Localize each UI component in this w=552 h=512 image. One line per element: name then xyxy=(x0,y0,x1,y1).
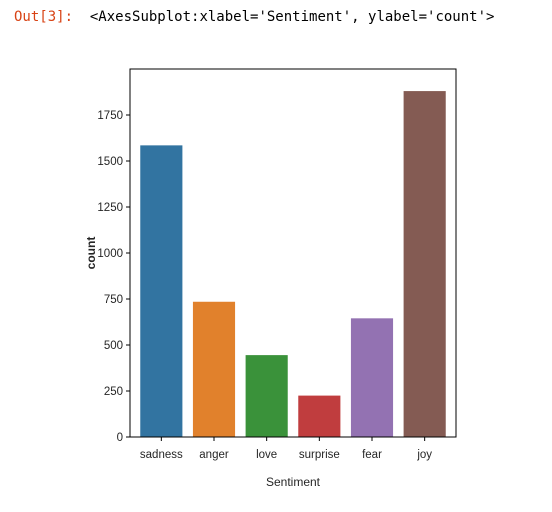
bar-surprise xyxy=(298,395,341,437)
y-tick-label: 0 xyxy=(117,432,123,444)
bar-sadness xyxy=(140,145,183,438)
y-axis-label: count xyxy=(84,237,98,270)
y-tick-label: 500 xyxy=(104,340,123,352)
bars-group xyxy=(140,91,446,438)
output-cell-line: Out[3]: <AxesSubplot:xlabel='Sentiment',… xyxy=(14,9,494,25)
plot-background xyxy=(130,69,456,437)
x-axis-label: Sentiment xyxy=(266,475,321,489)
y-ticks-group: 0 250 500 750 1000 1250 1500 1750 xyxy=(97,110,130,444)
x-tick-label: anger xyxy=(199,449,229,461)
output-repr: <AxesSubplot:xlabel='Sentiment', ylabel=… xyxy=(89,9,495,25)
bar-fear xyxy=(350,318,394,437)
bar-love xyxy=(245,355,288,437)
x-tick-label: love xyxy=(256,449,277,461)
x-tick-label: fear xyxy=(362,449,382,461)
y-tick-label: 1000 xyxy=(97,248,123,260)
y-tick-label: 1250 xyxy=(97,202,123,214)
y-tick-label: 250 xyxy=(104,386,123,398)
output-prompt: Out[3]: xyxy=(14,9,74,25)
x-tick-label: sadness xyxy=(140,449,183,461)
bar-anger xyxy=(192,301,236,437)
x-tick-label: joy xyxy=(416,449,432,461)
y-tick-label: 1500 xyxy=(97,156,123,168)
x-ticks-group: sadness anger love surprise fear joy xyxy=(140,437,432,461)
x-tick-label: surprise xyxy=(299,449,340,461)
plot-frame xyxy=(129,68,457,438)
bar-joy xyxy=(403,91,446,437)
y-tick-label: 750 xyxy=(104,294,123,306)
y-tick-label: 1750 xyxy=(97,110,123,122)
